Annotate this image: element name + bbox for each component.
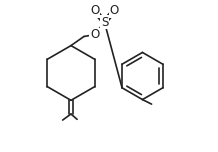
Text: O: O: [90, 28, 99, 41]
Text: S: S: [101, 16, 108, 29]
Text: O: O: [110, 4, 119, 17]
Text: O: O: [90, 4, 99, 17]
